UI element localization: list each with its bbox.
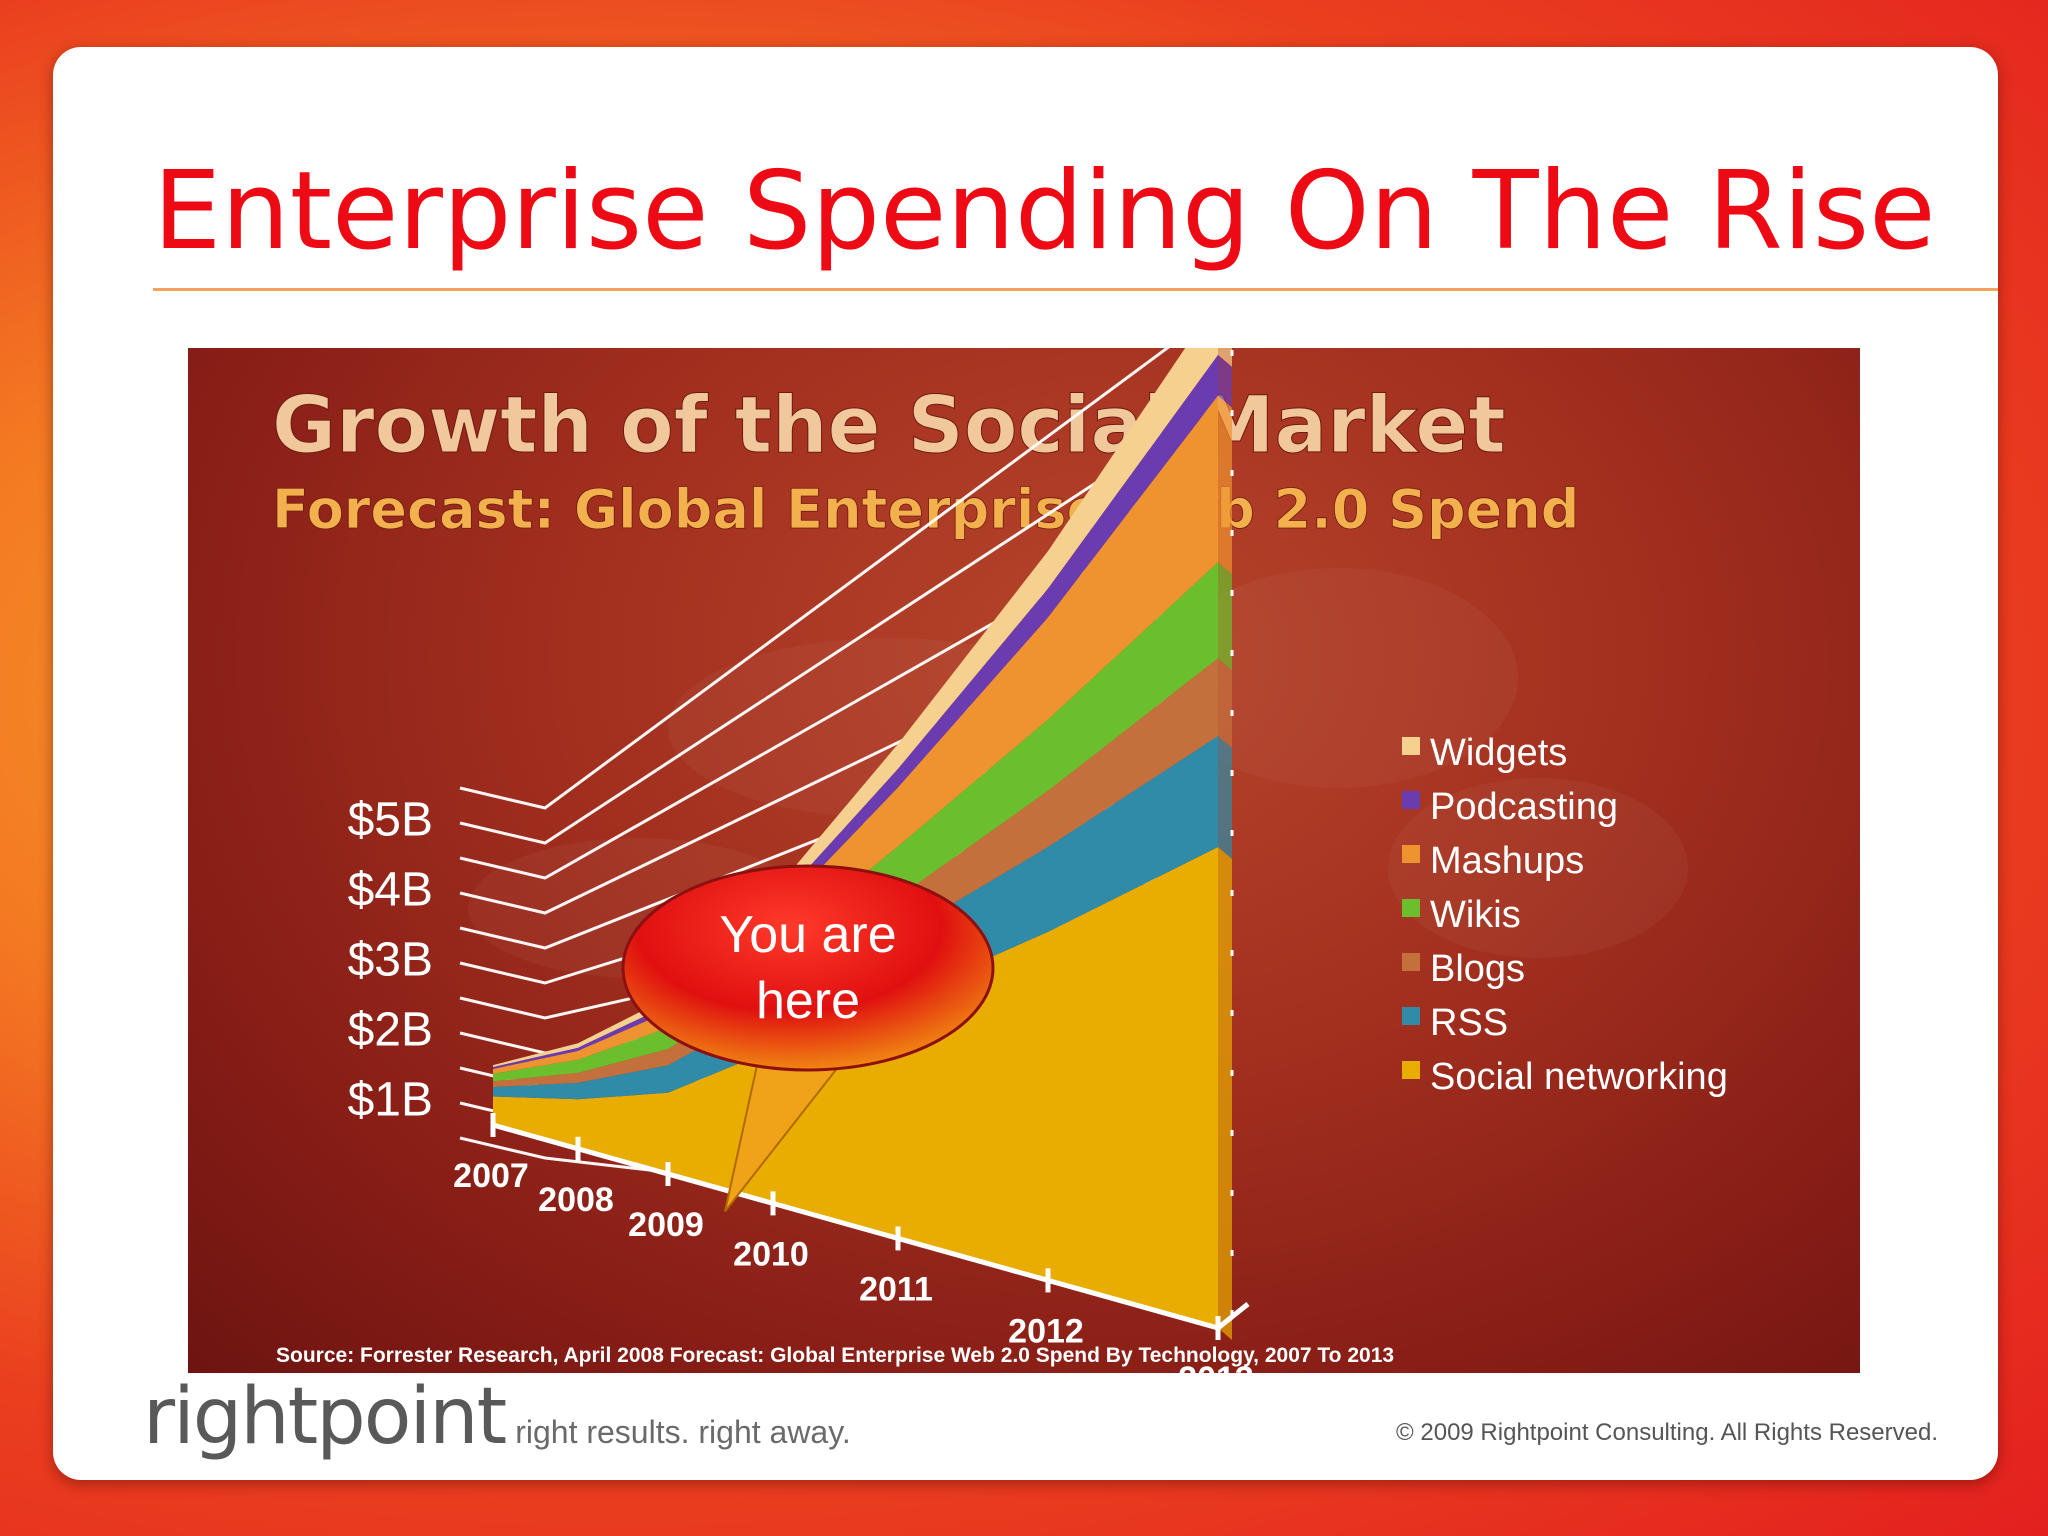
copyright-notice: © 2009 Rightpoint Consulting. All Rights…	[1396, 1419, 1938, 1446]
area-widgets	[493, 348, 1218, 1068]
chart-subtitle: Forecast: Global Enterprise Web 2.0 Spen…	[272, 478, 1579, 541]
legend-label: Social networking	[1430, 1056, 1728, 1098]
legend-label: RSS	[1430, 1002, 1508, 1044]
area-side	[1218, 658, 1232, 748]
x-tick-label: 2010	[733, 1235, 809, 1273]
legend-swatch	[1402, 845, 1420, 863]
area-side	[1218, 348, 1232, 367]
chart-image: Growth of the Social Market Forecast: Gl…	[188, 348, 1860, 1373]
map-silhouette	[1158, 568, 1518, 788]
callout-bubble	[621, 864, 995, 1072]
legend-label: Blogs	[1430, 948, 1525, 990]
legend-swatch	[1402, 791, 1420, 809]
gridline	[459, 401, 1219, 845]
legend-swatch	[1402, 737, 1420, 755]
area-side	[1218, 562, 1232, 671]
gridline	[459, 348, 1170, 810]
legend-swatch	[1402, 899, 1420, 917]
legend-label: Widgets	[1430, 732, 1567, 774]
callout-text-line1: You are	[719, 906, 896, 964]
y-tick-label: $4B	[348, 864, 433, 917]
x-tick-label: 2008	[538, 1181, 614, 1219]
chart-title: Growth of the Social Market	[272, 381, 1506, 471]
x-tick-label: 2007	[453, 1157, 529, 1195]
title-divider	[153, 288, 1998, 291]
legend-swatch	[1402, 1007, 1420, 1025]
chart-source: Source: Forrester Research, April 2008 F…	[276, 1344, 1394, 1367]
x-tick-label: 2012	[1008, 1312, 1084, 1350]
area-side	[1218, 354, 1232, 408]
area-social-networking	[493, 847, 1218, 1328]
area-side	[1218, 736, 1232, 859]
slide-title: Enterprise Spending On The Rise	[153, 149, 1936, 274]
legend-label: Wikis	[1430, 894, 1521, 936]
y-tick-label: $3B	[348, 934, 433, 987]
slide: Enterprise Spending On The Rise Growth o…	[53, 47, 1998, 1480]
area-side	[1218, 847, 1232, 1340]
legend-label: Mashups	[1430, 840, 1584, 882]
x-tick-label: 2009	[628, 1206, 704, 1244]
legend-label: Podcasting	[1430, 786, 1618, 828]
area-side	[1218, 395, 1232, 575]
y-tick-label: $1B	[348, 1074, 433, 1127]
x-tick-label: 2013	[1178, 1360, 1254, 1373]
chart-svg: Growth of the Social Market Forecast: Gl…	[272, 348, 1728, 1373]
map-silhouette	[1388, 778, 1688, 958]
x-tick-label: 2011	[859, 1270, 933, 1308]
legend-swatch	[1402, 1061, 1420, 1079]
rightpoint-logo: rightpoint right results. right away.	[143, 1372, 851, 1462]
callout-text-line2: here	[756, 972, 860, 1030]
legend-swatch	[1402, 953, 1420, 971]
logo-wordmark: rightpoint	[143, 1372, 507, 1462]
y-tick-label: $2B	[348, 1004, 433, 1057]
logo-tagline: right results. right away.	[515, 1414, 851, 1450]
x-axis-line	[492, 1122, 1219, 1331]
y-tick-label: $5B	[348, 794, 433, 847]
area-rss	[493, 736, 1218, 1100]
